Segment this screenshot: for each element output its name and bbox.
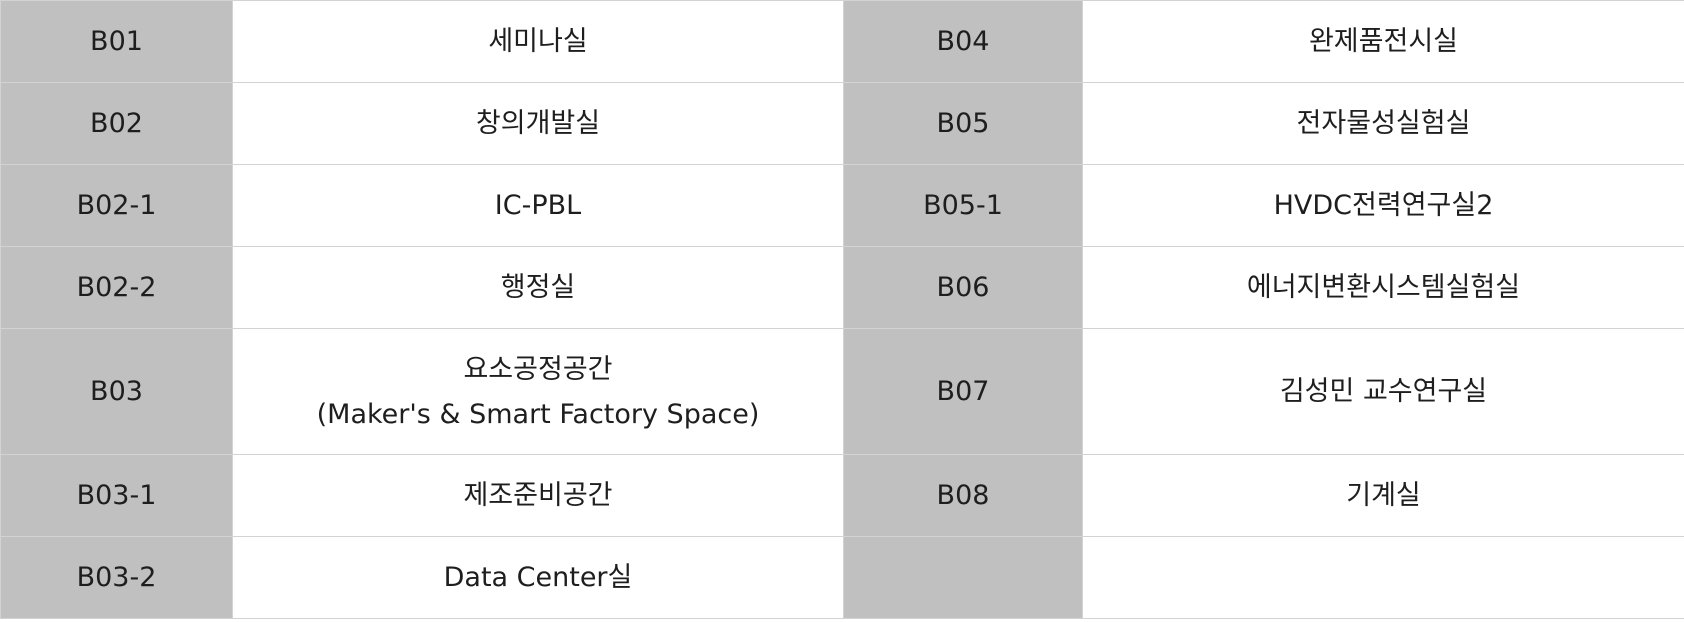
empty-name-cell (1082, 536, 1684, 619)
room-code-cell: B02-1 (0, 164, 233, 247)
room-name-cell: 김성민 교수연구실 (1082, 328, 1684, 455)
room-code-cell: B06 (843, 246, 1083, 329)
room-name-cell: IC-PBL (232, 164, 844, 247)
room-name-cell: 제조준비공간 (232, 454, 844, 537)
room-name-cell: 행정실 (232, 246, 844, 329)
table-row: B02-2 행정실 B06 에너지변환시스템실험실 (0, 246, 1684, 329)
room-code-cell: B05 (843, 82, 1083, 165)
room-code-cell: B02-2 (0, 246, 233, 329)
room-name-cell: 창의개발실 (232, 82, 844, 165)
room-name-line: 요소공정공간 (463, 353, 613, 385)
table-row: B03-1 제조준비공간 B08 기계실 (0, 454, 1684, 537)
room-code-cell: B03-1 (0, 454, 233, 537)
room-code-cell: B03 (0, 328, 233, 455)
room-code-cell: B01 (0, 0, 233, 83)
table-row: B03-2 Data Center실 (0, 536, 1684, 619)
table-row: B02-1 IC-PBL B05-1 HVDC전력연구실2 (0, 164, 1684, 247)
room-name-line: (Maker's & Smart Factory Space) (316, 398, 760, 430)
room-name-cell: 전자물성실험실 (1082, 82, 1684, 165)
room-code-cell: B03-2 (0, 536, 233, 619)
room-name-cell: 기계실 (1082, 454, 1684, 537)
table-row: B01 세미나실 B04 완제품전시실 (0, 0, 1684, 83)
room-name-cell: 요소공정공간 (Maker's & Smart Factory Space) (232, 328, 844, 455)
room-code-cell: B05-1 (843, 164, 1083, 247)
room-code-cell: B02 (0, 82, 233, 165)
room-name-cell: HVDC전력연구실2 (1082, 164, 1684, 247)
room-name-cell: 완제품전시실 (1082, 0, 1684, 83)
room-code-cell: B07 (843, 328, 1083, 455)
room-code-cell: B04 (843, 0, 1083, 83)
table-row: B03 요소공정공간 (Maker's & Smart Factory Spac… (0, 328, 1684, 455)
room-code-cell: B08 (843, 454, 1083, 537)
table-row: B02 창의개발실 B05 전자물성실험실 (0, 82, 1684, 165)
room-name-cell: 세미나실 (232, 0, 844, 83)
room-name-cell: Data Center실 (232, 536, 844, 619)
room-name-cell: 에너지변환시스템실험실 (1082, 246, 1684, 329)
empty-code-cell (843, 536, 1083, 619)
